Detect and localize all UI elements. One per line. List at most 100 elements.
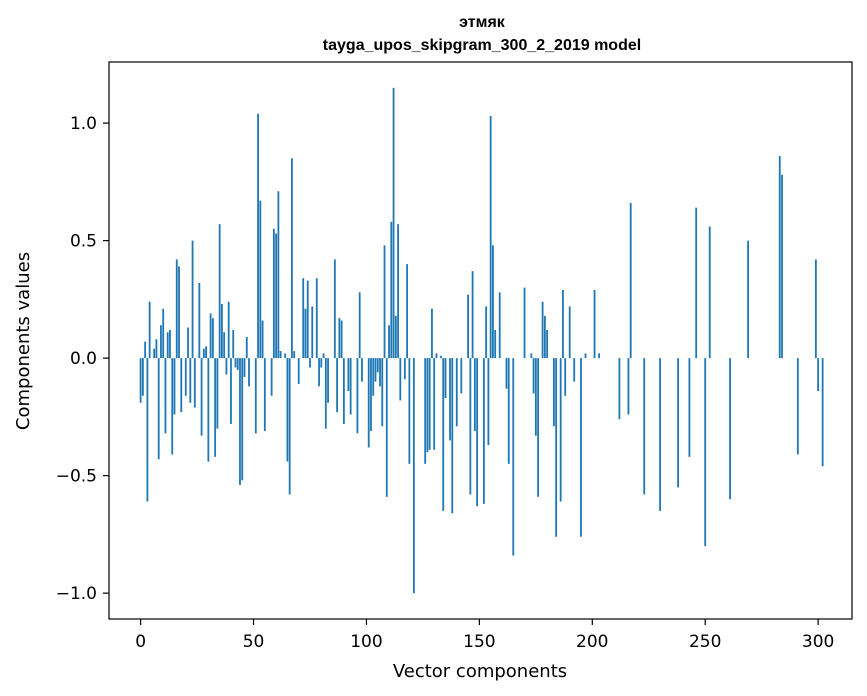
bar-62 — [279, 351, 282, 359]
bar-162 — [505, 358, 508, 389]
y-tick-label: 0.5 — [70, 232, 97, 252]
bar-93 — [349, 358, 352, 415]
bar-22 — [189, 358, 192, 403]
bar-127 — [426, 358, 429, 453]
bar-145 — [467, 294, 469, 359]
bar-180 — [546, 329, 549, 359]
bar-149 — [476, 358, 479, 507]
bar-203 — [598, 353, 600, 359]
bar-36 — [221, 304, 223, 359]
bar-89 — [340, 320, 343, 359]
bar-118 — [406, 264, 409, 359]
x-tick-label: 150 — [463, 632, 495, 652]
bar-102 — [370, 358, 372, 431]
bar-17 — [178, 266, 180, 359]
bar-37 — [223, 332, 226, 359]
plot-area-frame — [108, 61, 853, 620]
x-tick-label: 300 — [802, 632, 834, 652]
bar-165 — [512, 358, 515, 556]
bar-18 — [180, 358, 183, 413]
x-axis-label: Vector components — [393, 661, 567, 682]
bar-54 — [261, 320, 264, 359]
bar-86 — [333, 259, 336, 359]
bar-188 — [564, 358, 567, 396]
bar-68 — [293, 351, 296, 359]
bar-7 — [155, 339, 158, 359]
bar-153 — [485, 306, 488, 359]
bar-65 — [286, 358, 289, 462]
bar-135 — [444, 358, 447, 399]
bar-72 — [302, 278, 305, 359]
bar-163 — [507, 358, 510, 464]
bar-284 — [781, 174, 783, 359]
bar-201 — [593, 289, 596, 359]
bar-26 — [198, 282, 201, 359]
y-axis-label: Components values — [13, 252, 34, 430]
bar-59 — [272, 228, 275, 359]
bar-60 — [275, 233, 278, 359]
bar-176 — [537, 358, 539, 497]
bar-81 — [322, 353, 325, 359]
x-tick-label: 50 — [243, 632, 265, 652]
bar-64 — [284, 353, 287, 359]
bar-109 — [385, 358, 388, 497]
bar-106 — [379, 358, 381, 387]
bar-78 — [315, 278, 318, 359]
bar-11 — [164, 358, 167, 434]
bar-137 — [449, 358, 451, 441]
bar-128 — [428, 358, 431, 450]
bar-107 — [381, 358, 384, 427]
bar-58 — [270, 358, 273, 396]
bar-23 — [191, 240, 194, 359]
bar-129 — [431, 308, 433, 359]
bar-80 — [320, 358, 323, 368]
bar-269 — [747, 240, 750, 359]
bar-16 — [175, 259, 178, 359]
y-axis-ticks: −1.0 −0.5 0.0 0.5 1.0 — [56, 114, 109, 604]
bar-174 — [532, 358, 535, 394]
bar-92 — [347, 358, 350, 392]
bar-175 — [534, 358, 537, 436]
bar-70 — [297, 358, 300, 384]
bars-group — [139, 87, 824, 594]
bar-157 — [494, 329, 497, 359]
bar-197 — [584, 353, 587, 359]
bar-101 — [367, 358, 370, 448]
bar-155 — [489, 116, 492, 359]
bar-8 — [157, 358, 160, 460]
bar-190 — [568, 306, 571, 359]
bar-43 — [236, 358, 239, 370]
bar-291 — [796, 358, 799, 455]
bar-115 — [399, 358, 402, 401]
bar-42 — [234, 358, 237, 368]
bar-216 — [627, 358, 630, 415]
y-tick-label: 1.0 — [70, 114, 97, 134]
bar-6 — [153, 348, 156, 359]
bar-90 — [342, 358, 345, 424]
bar-133 — [440, 355, 442, 359]
bar-117 — [403, 358, 406, 380]
bar-179 — [543, 315, 546, 359]
bar-148 — [473, 358, 476, 431]
bar-113 — [394, 315, 397, 359]
bar-38 — [225, 358, 228, 375]
bar-96 — [356, 358, 359, 434]
bar-1 — [141, 358, 144, 396]
bar-31 — [209, 313, 212, 359]
bar-79 — [318, 358, 320, 387]
bar-183 — [552, 358, 555, 427]
bar-27 — [200, 358, 203, 436]
bar-45 — [241, 358, 244, 481]
bar-20 — [184, 358, 187, 396]
bar-55 — [263, 358, 266, 431]
bar-111 — [390, 221, 393, 359]
bar-75 — [309, 358, 311, 368]
bar-299 — [814, 259, 817, 359]
bar-76 — [311, 306, 314, 359]
bar-112 — [392, 87, 395, 359]
bar-140 — [455, 358, 458, 427]
bar-87 — [336, 358, 338, 413]
bar-74 — [306, 280, 309, 359]
